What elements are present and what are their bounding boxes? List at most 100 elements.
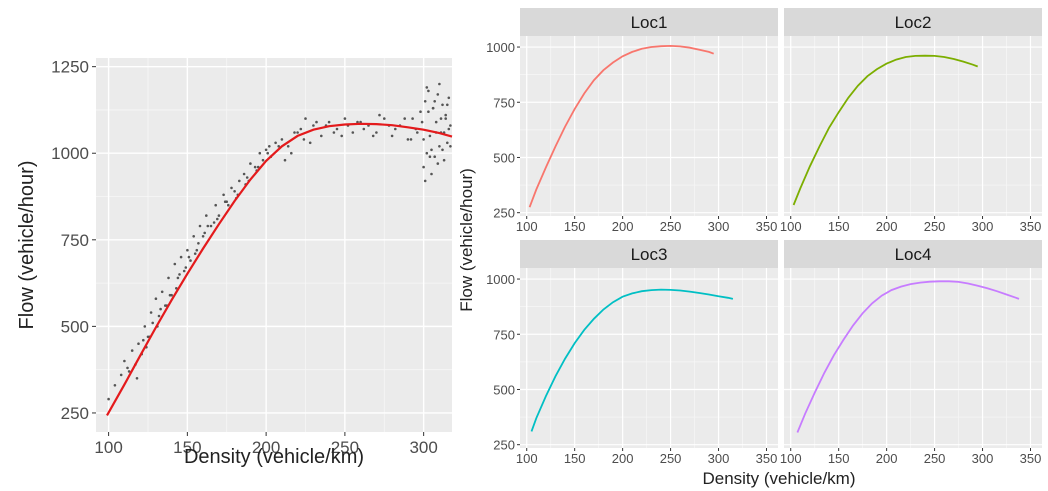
scatter-point — [433, 155, 437, 158]
scatter-point — [214, 203, 217, 207]
facet-loc2: Loc2 100 150 200 250 300 350 — [780, 8, 1042, 234]
scatter-point — [439, 117, 443, 120]
scatter-point — [149, 311, 153, 314]
scatter-point — [217, 214, 221, 217]
scatter-point — [362, 127, 366, 131]
scatter-point — [411, 117, 414, 120]
scatter-point — [159, 307, 162, 311]
facet-x-tick-label: 300 — [708, 219, 730, 234]
scatter-point — [203, 231, 206, 235]
left-x-tick-label: 150 — [173, 438, 201, 457]
scatter-point — [182, 269, 186, 273]
scatter-point — [308, 141, 312, 145]
facet-x-tick-label: 200 — [876, 451, 898, 466]
scatter-point — [425, 86, 429, 89]
scatter-point — [422, 138, 425, 141]
scatter-point — [394, 127, 397, 131]
scatter-point — [441, 148, 444, 152]
scatter-point — [209, 224, 213, 228]
scatter-point — [274, 141, 277, 145]
scatter-point — [187, 255, 191, 259]
left-x-tick-label: 250 — [331, 438, 359, 457]
scatter-point — [137, 342, 140, 346]
scatter-point — [205, 214, 208, 217]
scatter-point — [332, 131, 336, 134]
scatter-point — [340, 134, 344, 138]
facet-x-tick-label: 150 — [564, 451, 586, 466]
facet-x-tick-label: 350 — [756, 451, 778, 466]
scatter-point — [206, 224, 210, 228]
scatter-point — [422, 165, 425, 169]
facet-strip — [520, 8, 778, 36]
scatter-point — [320, 134, 323, 138]
scatter-point — [143, 325, 147, 328]
scatter-point — [233, 190, 236, 193]
scatter-point — [222, 193, 225, 197]
facet-strip-label: Loc4 — [895, 245, 932, 264]
scatter-point — [195, 248, 199, 252]
left-x-tick-label: 200 — [252, 438, 280, 457]
scatter-point — [107, 397, 110, 401]
facet-x-tick-label: 300 — [972, 451, 994, 466]
scatter-point — [245, 176, 249, 179]
scatter-point — [444, 117, 448, 120]
facet-strip-label: Loc1 — [631, 13, 668, 32]
facet-x-tick-label: 300 — [972, 219, 994, 234]
facet-y-tick-label: 1000 — [486, 40, 515, 55]
facet-x-tick-label: 150 — [828, 219, 850, 234]
facet-x-tick-label: 250 — [660, 219, 682, 234]
scatter-point — [403, 117, 407, 120]
scatter-point — [175, 287, 178, 290]
scatter-point — [430, 172, 433, 176]
scatter-point — [304, 117, 307, 120]
scatter-point — [277, 145, 281, 148]
scatter-point — [142, 338, 145, 342]
facet-y-tick-label: 750 — [493, 327, 515, 342]
scatter-point — [406, 138, 410, 141]
left-y-tick-label: 750 — [61, 231, 89, 250]
scatter-point — [176, 276, 180, 280]
facet-strip — [784, 240, 1042, 268]
scatter-point — [438, 145, 441, 148]
scatter-point — [119, 373, 123, 377]
facet-y-tick-label: 250 — [493, 438, 515, 453]
left-plot-panel — [96, 58, 452, 432]
left-y-axis-title: Flow (vehicle/hour) — [16, 161, 38, 330]
scatter-point — [442, 158, 446, 162]
left-x-axis-title: Density (vehicle/km) — [184, 446, 364, 468]
scatter-point — [264, 148, 268, 152]
facet-x-tick-label: 350 — [1020, 219, 1042, 234]
facet-plot-panel — [520, 268, 778, 448]
scatter-point — [416, 131, 419, 134]
left-y-tick-label: 1250 — [51, 58, 89, 77]
scatter-point — [441, 103, 444, 107]
scatter-point — [198, 224, 202, 228]
scatter-point — [113, 384, 117, 387]
scatter-point — [296, 131, 299, 134]
scatter-point — [447, 96, 451, 100]
scatter-point — [201, 235, 205, 238]
scatter-point — [127, 370, 131, 373]
scatter-point — [154, 297, 158, 301]
scatter-point — [123, 359, 126, 363]
facet-strip-label: Loc2 — [895, 13, 932, 32]
scatter-point — [261, 158, 265, 162]
scatter-point — [315, 120, 318, 124]
facet-y-tick-label: 500 — [493, 150, 515, 165]
scatter-point — [168, 293, 172, 297]
scatter-point — [449, 145, 452, 148]
series-line-loc4 — [796, 280, 1020, 433]
scatter-point — [449, 124, 452, 127]
scatter-point — [419, 110, 422, 113]
scatter-point — [343, 117, 347, 120]
right-facet-chart: Loc1 100 150 200 250 300 350 250 500 750 1000 Loc2 1… — [457, 8, 1042, 488]
scatter-point — [258, 151, 262, 155]
scatter-point — [256, 165, 260, 169]
scatter-point — [238, 179, 241, 183]
scatter-point — [189, 259, 192, 262]
right-y-axis-title: Flow (vehicle/hour) — [457, 168, 476, 312]
series-line-loc3 — [530, 288, 734, 432]
scatter-point — [438, 82, 441, 86]
scatter-point — [436, 93, 440, 96]
